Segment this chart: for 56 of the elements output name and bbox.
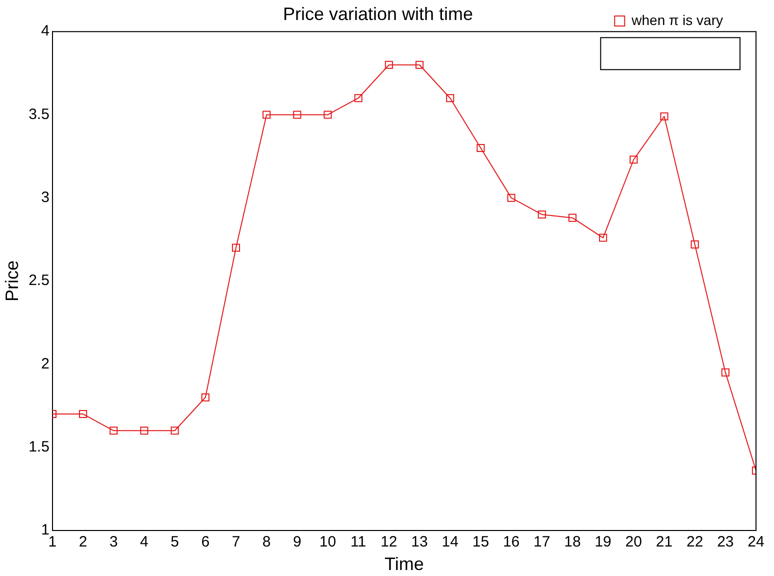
point [568,214,576,222]
point [446,94,454,102]
x-tick-label: 12 [380,534,398,551]
x-tick-label: 22 [686,534,704,551]
point [507,194,516,202]
x-tick-label: 13 [411,534,428,551]
x-tick-label: 20 [625,534,642,551]
x-tick-label: 5 [170,534,179,551]
x-tick-label: 21 [656,534,673,551]
x-tick-label: 23 [717,534,734,551]
x-tick-label: 24 [748,534,764,551]
y-tick-label: 1 [41,522,50,539]
point [110,426,118,435]
y-tick-label: 4 [41,22,50,40]
y-tick-label: 3.5 [28,106,50,123]
point [630,156,638,164]
x-tick-label: 16 [502,534,520,551]
y-tick-label: 1.5 [28,438,50,456]
x-tick-label: 10 [319,534,336,551]
point [293,110,302,119]
point [415,60,424,69]
point [354,94,362,102]
x-tick-label: 9 [292,534,302,551]
legend-label: when π is vary [630,12,724,28]
point [324,110,332,119]
x-axis-title: Time [384,554,424,574]
point [538,210,546,219]
point [140,426,148,435]
x-tick-label: 15 [472,534,490,551]
point [690,240,699,248]
point [384,60,393,69]
x-tick-label: 6 [201,534,210,551]
chart-title: Price variation with time [282,4,474,24]
x-tick-label: 17 [534,534,550,551]
x-tick-label: 2 [78,534,88,551]
point [201,393,210,402]
x-tick-label: 4 [140,534,148,551]
x-tick-label: 18 [564,534,581,551]
x-tick-label: 8 [262,534,271,551]
point [721,368,730,376]
y-tick-label: 3 [41,189,50,206]
point [660,112,668,120]
x-tick-label: 3 [109,534,118,551]
x-tick-label: 14 [442,534,458,551]
point [79,410,88,418]
point [599,234,608,242]
x-tick-label: 19 [594,534,612,551]
y-tick-label: 2 [41,355,50,372]
y-tick-label: 2.5 [28,272,50,290]
point [232,244,240,252]
x-tick-label: 11 [350,534,366,551]
x-tick-label: 7 [232,534,240,551]
point [262,110,271,119]
point [476,144,485,152]
y-axis-title: Price [2,260,22,302]
point [170,426,179,435]
